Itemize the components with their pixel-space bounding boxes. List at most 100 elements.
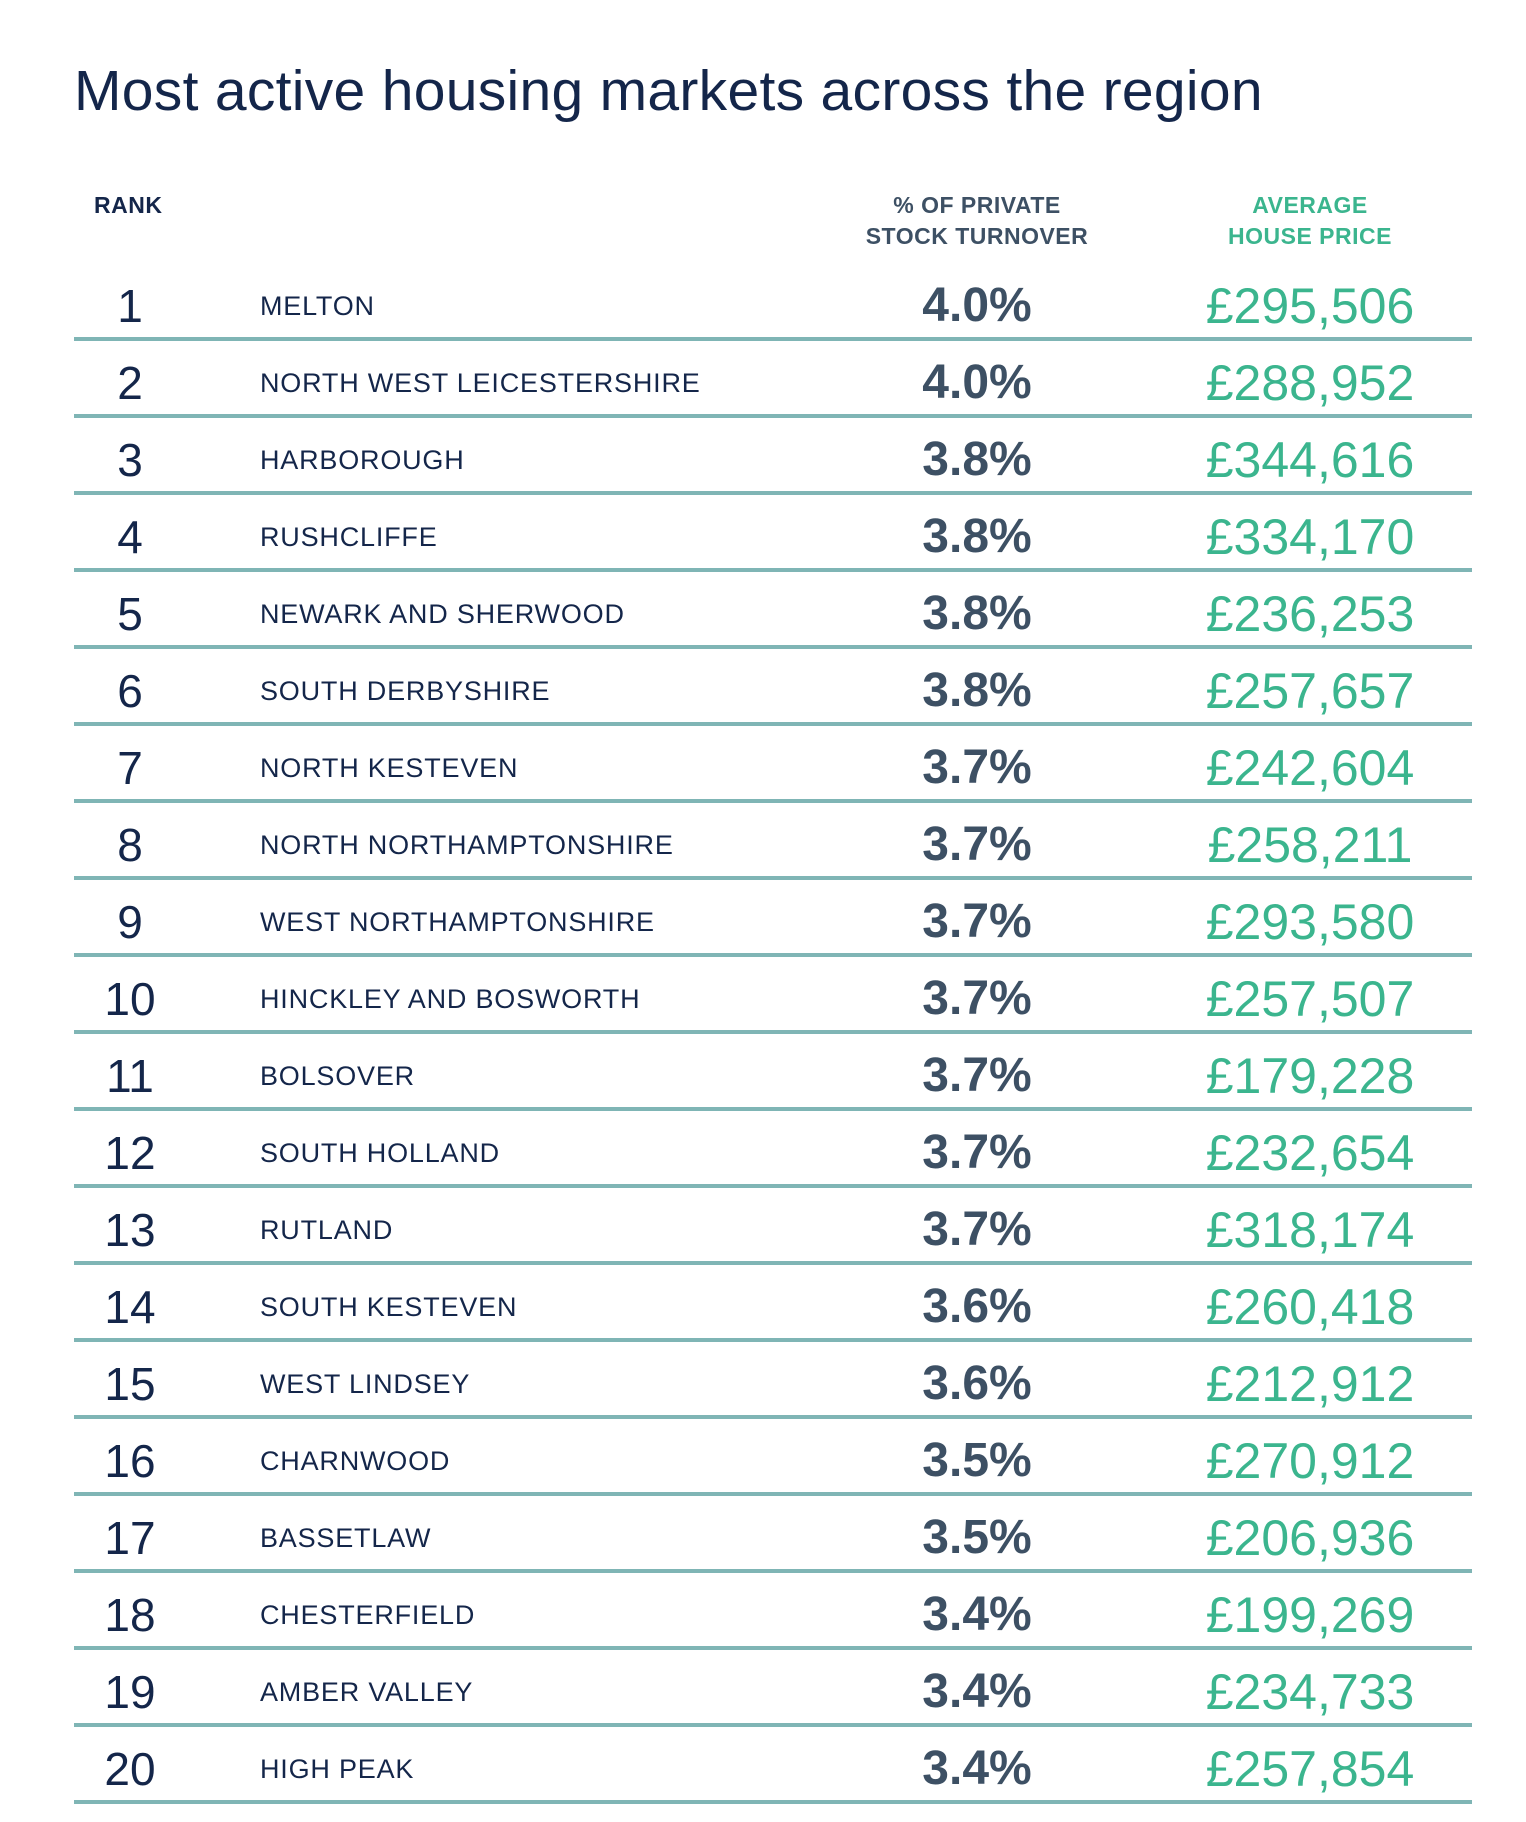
district-name-cell: WEST LINDSEY [260,1369,471,1399]
price-cell: £199,269 [1205,1587,1415,1643]
turnover-cell: 3.4% [922,1588,1032,1641]
rank-cell: 20 [104,1743,156,1795]
table-row: 12 SOUTH HOLLAND 3.7% £232,654 [74,1111,1472,1188]
rank-cell: 3 [117,434,143,486]
turnover-cell: 3.4% [922,1665,1032,1718]
rank-cell: 11 [106,1050,154,1102]
table-row: 16 CHARNWOOD 3.5% £270,912 [74,1419,1472,1496]
table-row: 3 HARBOROUGH 3.8% £344,616 [74,418,1472,495]
table-row: 14 SOUTH KESTEVEN 3.6% £260,418 [74,1265,1472,1342]
turnover-cell: 4.0% [922,356,1032,409]
column-header-rank: RANK [94,192,163,218]
district-name-cell: BASSETLAW [260,1523,432,1553]
turnover-cell: 3.4% [922,1742,1032,1795]
price-cell: £236,253 [1205,586,1415,642]
price-cell: £234,733 [1205,1664,1415,1720]
table-row: 10 HINCKLEY AND BOSWORTH 3.7% £257,507 [74,957,1472,1034]
turnover-cell: 3.7% [922,1126,1032,1179]
rank-cell: 12 [104,1127,156,1179]
district-name-cell: NORTH NORTHAMPTONSHIRE [260,830,674,860]
rank-cell: 18 [104,1589,156,1641]
rank-cell: 1 [117,280,143,332]
price-cell: £242,604 [1205,740,1415,796]
column-header-turnover-line1: % OF PRIVATE [893,192,1061,218]
table-row: 8 NORTH NORTHAMPTONSHIRE 3.7% £258,211 [74,803,1472,880]
turnover-cell: 3.7% [922,1203,1032,1256]
turnover-cell: 3.8% [922,587,1032,640]
turnover-cell: 3.5% [922,1434,1032,1487]
turnover-cell: 3.8% [922,664,1032,717]
district-name-cell: SOUTH DERBYSHIRE [260,676,551,706]
table-row: 1 MELTON 4.0% £295,506 [74,264,1472,341]
table-row: 18 CHESTERFIELD 3.4% £199,269 [74,1573,1472,1650]
district-name-cell: RUSHCLIFFE [260,522,438,552]
table-row: 11 BOLSOVER 3.7% £179,228 [74,1034,1472,1111]
table-row: 6 SOUTH DERBYSHIRE 3.8% £257,657 [74,649,1472,726]
price-cell: £334,170 [1205,509,1415,565]
district-name-cell: BOLSOVER [260,1061,415,1091]
district-name-cell: NORTH WEST LEICESTERSHIRE [260,368,701,398]
price-cell: £295,506 [1205,278,1415,334]
price-cell: £206,936 [1205,1510,1415,1566]
price-cell: £318,174 [1205,1202,1415,1258]
table-row: 4 RUSHCLIFFE 3.8% £334,170 [74,495,1472,572]
district-name-cell: MELTON [260,291,375,321]
price-cell: £270,912 [1205,1433,1415,1489]
rank-cell: 2 [117,357,143,409]
table-row: 2 NORTH WEST LEICESTERSHIRE 4.0% £288,952 [74,341,1472,418]
rank-cell: 16 [104,1435,156,1487]
district-name-cell: AMBER VALLEY [260,1677,474,1707]
turnover-cell: 3.6% [922,1357,1032,1410]
price-cell: £288,952 [1205,355,1415,411]
district-name-cell: HIGH PEAK [260,1754,415,1784]
district-name-cell: HARBOROUGH [260,445,465,475]
table-row: 9 WEST NORTHAMPTONSHIRE 3.7% £293,580 [74,880,1472,957]
rank-cell: 15 [104,1358,156,1410]
district-name-cell: CHESTERFIELD [260,1600,476,1630]
rank-cell: 13 [104,1204,156,1256]
table-row: 5 NEWARK AND SHERWOOD 3.8% £236,253 [74,572,1472,649]
rank-cell: 4 [117,511,143,563]
district-name-cell: RUTLAND [260,1215,394,1245]
turnover-cell: 3.8% [922,510,1032,563]
district-name-cell: SOUTH HOLLAND [260,1138,500,1168]
page-title: Most active housing markets across the r… [74,59,1263,123]
ranking-table: 1 MELTON 4.0% £295,506 2 NORTH WEST LEICESTER… [74,264,1472,1804]
rank-cell: 9 [117,896,143,948]
turnover-cell: 3.5% [922,1511,1032,1564]
column-header-price-line2: HOUSE PRICE [1228,223,1392,249]
district-name-cell: NORTH KESTEVEN [260,753,519,783]
district-name-cell: WEST NORTHAMPTONSHIRE [260,907,655,937]
column-header-turnover-line2: STOCK TURNOVER [865,223,1089,249]
district-name-cell: CHARNWOOD [260,1446,451,1476]
turnover-cell: 3.7% [922,741,1032,794]
table-row: 7 NORTH KESTEVEN 3.7% £242,604 [74,726,1472,803]
turnover-cell: 4.0% [922,279,1032,332]
table-row: 20 HIGH PEAK 3.4% £257,854 [74,1727,1472,1804]
price-cell: £212,912 [1205,1356,1415,1412]
turnover-cell: 3.8% [922,433,1032,486]
price-cell: £257,854 [1205,1741,1415,1797]
column-header-price-line1: AVERAGE [1252,192,1368,218]
table-row: 13 RUTLAND 3.7% £318,174 [74,1188,1472,1265]
turnover-cell: 3.6% [922,1280,1032,1333]
price-cell: £260,418 [1205,1279,1415,1335]
price-cell: £232,654 [1205,1125,1415,1181]
rank-cell: 19 [104,1666,156,1718]
rank-cell: 17 [104,1512,156,1564]
rank-cell: 14 [104,1281,156,1333]
rank-cell: 6 [117,665,143,717]
column-header-price: AVERAGE HOUSE PRICE [1160,190,1460,252]
rank-cell: 10 [104,973,156,1025]
district-name-cell: HINCKLEY AND BOSWORTH [260,984,641,1014]
price-cell: £179,228 [1205,1048,1415,1104]
table-row: 19 AMBER VALLEY 3.4% £234,733 [74,1650,1472,1727]
price-cell: £344,616 [1205,432,1415,488]
turnover-cell: 3.7% [922,818,1032,871]
price-cell: £293,580 [1205,894,1415,950]
district-name-cell: NEWARK AND SHERWOOD [260,599,625,629]
column-header-turnover: % OF PRIVATE STOCK TURNOVER [827,190,1127,252]
table-row: 15 WEST LINDSEY 3.6% £212,912 [74,1342,1472,1419]
turnover-cell: 3.7% [922,1049,1032,1102]
rank-cell: 7 [117,742,143,794]
